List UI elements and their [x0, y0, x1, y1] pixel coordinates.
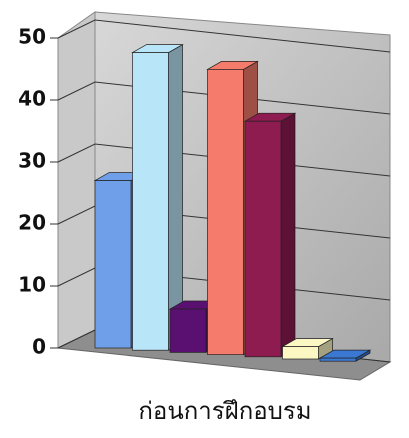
y-tick-label: 20: [18, 211, 46, 235]
bar: [132, 52, 169, 351]
bar-side-shade: [168, 44, 183, 351]
bar: [282, 346, 319, 360]
y-tick-label: 0: [32, 335, 46, 359]
bar-side-shade: [281, 113, 295, 357]
bar: [319, 357, 357, 362]
y-tick-label: 40: [18, 87, 46, 111]
grid-line: [57, 19, 391, 53]
category-label: ก่อนการฝึกอบรม: [138, 397, 311, 425]
y-tick-label: 10: [18, 273, 46, 297]
bar: [169, 308, 207, 353]
side-wall: [57, 11, 96, 349]
bar: [244, 120, 282, 358]
bar: [94, 180, 132, 349]
bar: [207, 69, 244, 355]
y-tick-label: 30: [18, 149, 46, 173]
y-tick-label: 50: [18, 25, 46, 49]
bar-side-shade: [356, 350, 370, 362]
grid-line: [57, 81, 391, 115]
bar-side-shade: [318, 338, 333, 359]
